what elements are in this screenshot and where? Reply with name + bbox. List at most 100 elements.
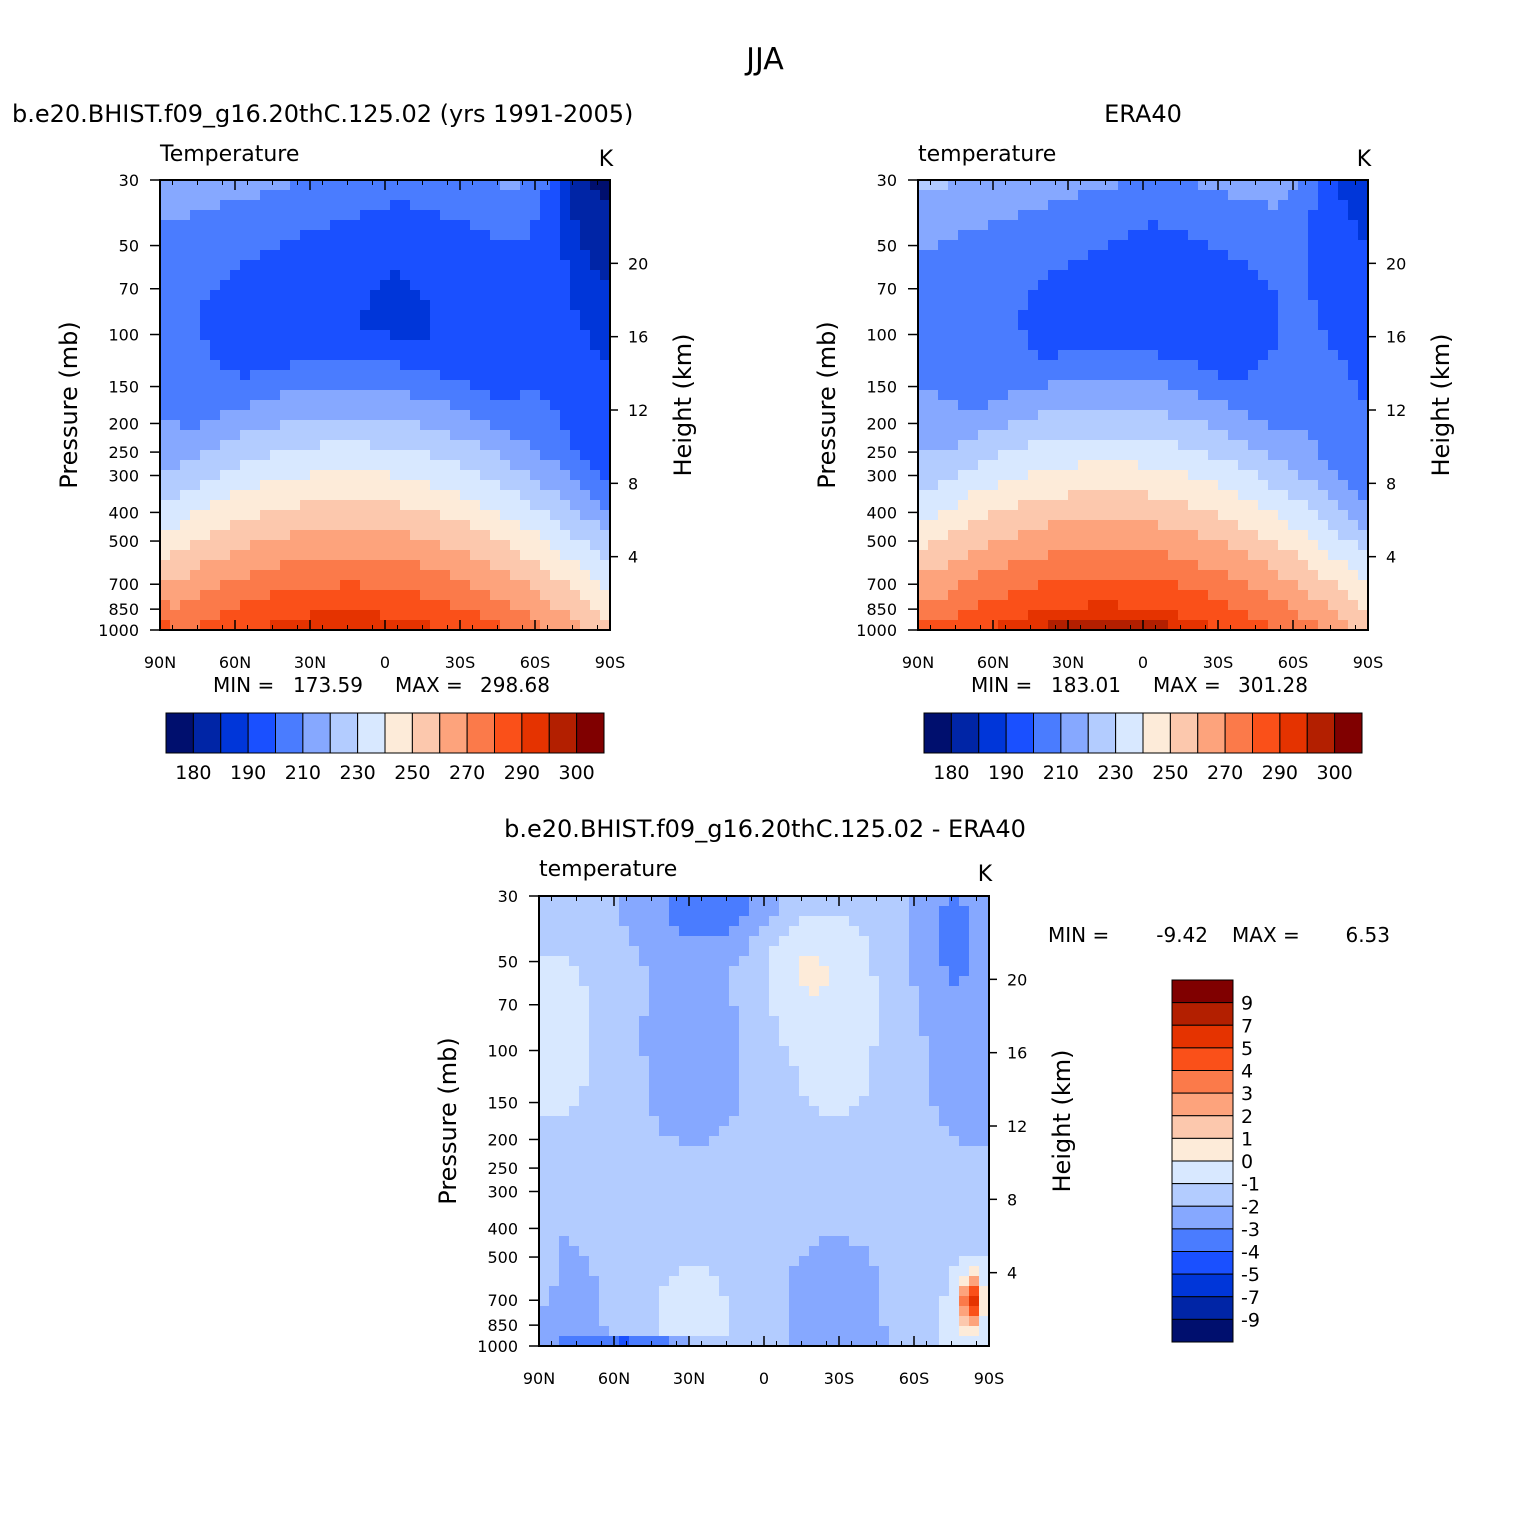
model-cell <box>410 230 421 241</box>
obs-cell <box>998 370 1009 381</box>
obs-cell <box>1138 480 1149 491</box>
model-cell <box>290 550 301 561</box>
model-cell <box>540 350 551 361</box>
model-cell <box>240 210 251 221</box>
obs-cell <box>1178 220 1189 231</box>
obs-cell <box>1028 420 1039 431</box>
obs-cell <box>1048 540 1059 551</box>
obs-cell <box>1148 500 1159 511</box>
obs-cell <box>958 590 969 601</box>
model-cell <box>520 340 531 351</box>
obs-cell <box>1138 340 1149 351</box>
obs-cell <box>988 210 999 221</box>
model-cell <box>520 290 531 301</box>
obs-cell <box>968 180 979 191</box>
obs-cell <box>998 610 1009 621</box>
model-cell <box>400 470 411 481</box>
obs-cell <box>1358 410 1369 421</box>
model-cell <box>520 190 531 201</box>
obs-cell <box>1288 610 1299 621</box>
model-cell <box>510 280 521 291</box>
obs-cell <box>1088 250 1099 261</box>
model-cell <box>160 210 171 221</box>
model-cell <box>500 350 511 361</box>
model-cell <box>590 550 601 561</box>
model-cell <box>320 220 331 231</box>
model-ytick-label: 150 <box>108 378 139 397</box>
diff-cell <box>539 916 550 927</box>
model-cell <box>430 240 441 251</box>
obs-cell <box>1318 620 1329 631</box>
model-cell <box>330 530 341 541</box>
obs-cell <box>1128 410 1139 421</box>
model-cell <box>570 490 581 501</box>
obs-cell <box>1278 440 1289 451</box>
obs-cell <box>1308 320 1319 331</box>
model-cell <box>550 420 561 431</box>
diff-cell <box>569 996 580 1007</box>
model-cell <box>310 540 321 551</box>
obs-cell <box>1248 510 1259 521</box>
model-cell <box>310 340 321 351</box>
diff-cell <box>539 966 550 977</box>
obs-cell <box>1298 270 1309 281</box>
model-cell <box>580 590 591 601</box>
diff-cell <box>649 1016 660 1027</box>
model-cell <box>480 350 491 361</box>
model-cell <box>180 530 191 541</box>
model-cell <box>430 410 441 421</box>
diff-cell <box>679 976 690 987</box>
obs-cell <box>1228 430 1239 441</box>
diff-cell <box>779 1006 790 1017</box>
model-cell <box>270 250 281 261</box>
obs-cell <box>1048 260 1059 271</box>
model-cell <box>270 200 281 211</box>
model-cell <box>540 460 551 471</box>
model-cell <box>250 620 261 631</box>
model-cell <box>240 500 251 511</box>
obs-cell <box>1088 420 1099 431</box>
model-cell <box>210 600 221 611</box>
obs-cell <box>1138 450 1149 461</box>
model-cell <box>520 230 531 241</box>
obs-cell <box>1078 480 1089 491</box>
model-cell <box>540 210 551 221</box>
obs-cell <box>1048 220 1059 231</box>
diff-cell <box>549 976 560 987</box>
obs-cell <box>1138 460 1149 471</box>
model-cell <box>600 250 611 261</box>
model-cell <box>500 280 511 291</box>
obs-cell <box>1078 190 1089 201</box>
obs-cell <box>1008 290 1019 301</box>
obs-cell <box>1088 570 1099 581</box>
diff-cell <box>569 1046 580 1057</box>
model-cell <box>410 410 421 421</box>
obs-cell <box>928 390 939 401</box>
obs-cell <box>1028 620 1039 631</box>
obs-cell <box>1098 590 1109 601</box>
model-cell <box>530 590 541 601</box>
obs-cell <box>1028 210 1039 221</box>
model-cell <box>590 490 601 501</box>
obs-cell <box>1288 350 1299 361</box>
model-cell <box>240 280 251 291</box>
diff-cell <box>709 926 720 937</box>
model-cell <box>370 370 381 381</box>
obs-cell <box>988 430 999 441</box>
model-cell <box>430 360 441 371</box>
diff-cell <box>829 986 840 997</box>
diff-cell <box>969 966 980 977</box>
obs-cell <box>958 190 969 201</box>
obs-cell <box>1138 240 1149 251</box>
obs-cell <box>958 310 969 321</box>
model-cell <box>380 450 391 461</box>
diff-cell <box>729 936 740 947</box>
model-cell <box>500 570 511 581</box>
obs-cell <box>1318 260 1329 271</box>
obs-cell <box>1158 410 1169 421</box>
model-cell <box>530 470 541 481</box>
obs-cell <box>1068 530 1079 541</box>
obs-cell <box>1138 410 1149 421</box>
diff-cell <box>949 1026 960 1037</box>
model-cell <box>430 180 441 191</box>
